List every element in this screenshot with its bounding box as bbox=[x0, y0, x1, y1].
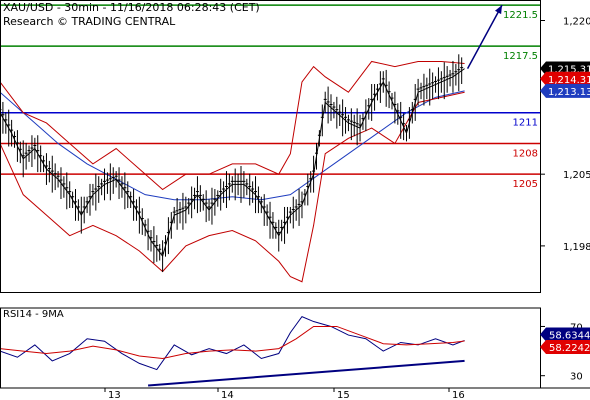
rsi-panel: RSI14 - 9MA bbox=[0, 309, 465, 387]
price-tag bbox=[540, 83, 590, 98]
price-tag-label: 1,215.31 bbox=[548, 65, 590, 76]
price-tag bbox=[540, 71, 590, 86]
price-tag-label: 1,214.31 bbox=[548, 75, 590, 86]
series-ma bbox=[0, 90, 465, 201]
series-bb_upper bbox=[0, 60, 465, 191]
projection-arrowhead bbox=[494, 5, 502, 15]
price-tag-label: 1,213.13 bbox=[548, 87, 590, 98]
x-tick-label: 14 bbox=[221, 390, 234, 400]
level-label: 1217.5 bbox=[503, 51, 538, 62]
x-tick-label: 15 bbox=[337, 390, 350, 400]
y-tick-label: 1,198 bbox=[563, 242, 590, 253]
rsi-tag-label: 58.2242 bbox=[549, 343, 590, 354]
level-label: 1208 bbox=[513, 148, 538, 159]
y-tick-label: 1,205 bbox=[563, 170, 590, 181]
series-price bbox=[0, 68, 465, 258]
rsi-tag bbox=[540, 327, 590, 342]
chart-source: Research © TRADING CENTRAL bbox=[3, 15, 176, 28]
level-label: 1221.5 bbox=[503, 10, 538, 21]
rsi-y-tick-label: 30 bbox=[570, 372, 583, 383]
series-bb_lower bbox=[0, 91, 465, 283]
level-label: 1205 bbox=[513, 179, 538, 190]
rsi-title: RSI14 - 9MA bbox=[3, 309, 64, 320]
x-tick-label: 16 bbox=[452, 390, 465, 400]
rsi-tag-label: 58.6344 bbox=[549, 330, 590, 341]
rsi-series-RSI14 bbox=[0, 315, 465, 371]
chart-title: XAU/USD - 30min - 11/16/2018 06:28:43 (C… bbox=[3, 1, 260, 14]
rsi-series-9MA bbox=[0, 325, 465, 359]
rsi-tag bbox=[540, 339, 590, 354]
rsi-trendline bbox=[148, 359, 465, 387]
price-frame bbox=[0, 0, 541, 293]
y-tick-label: 1,220 bbox=[563, 16, 590, 27]
price-panel: 1221.5 1217.5 1211 1208 1205 bbox=[0, 4, 540, 283]
x-tick-label: 13 bbox=[108, 390, 121, 400]
projection-arrow bbox=[466, 4, 503, 70]
level-label: 1211 bbox=[513, 118, 538, 129]
